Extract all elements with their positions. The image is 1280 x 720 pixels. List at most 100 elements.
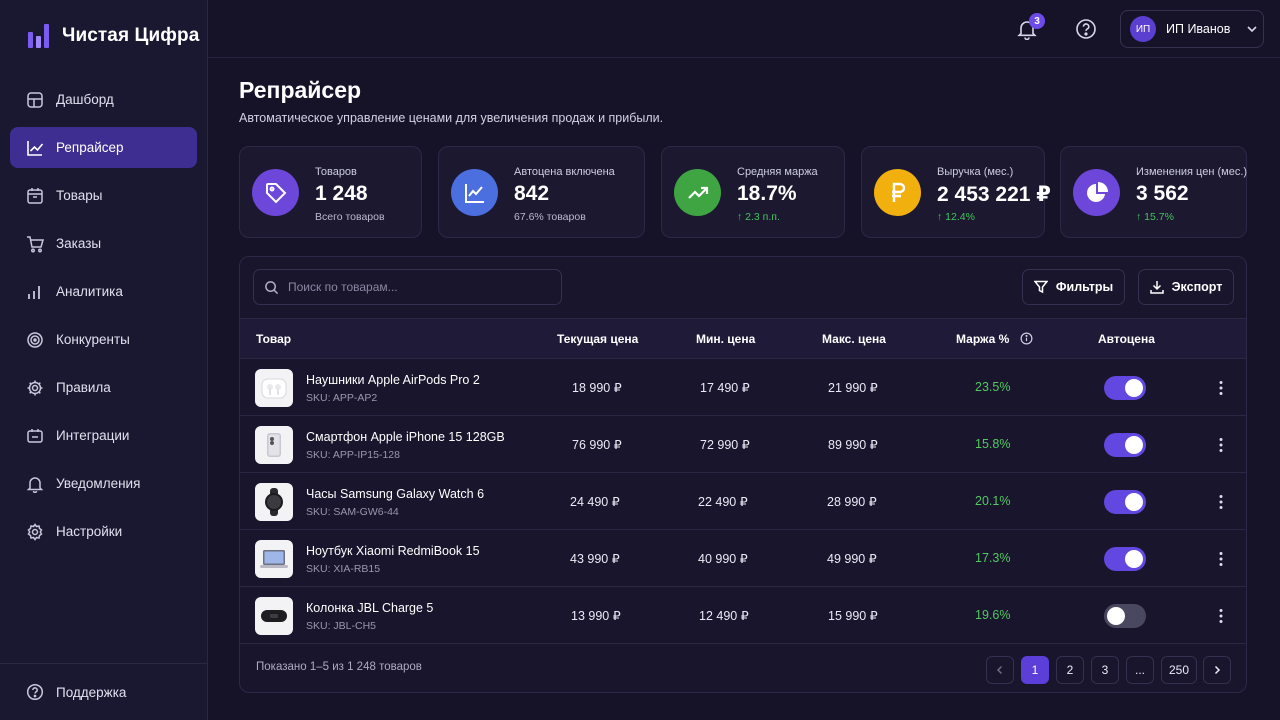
sidebar-item-analytics[interactable]: Аналитика xyxy=(10,271,197,312)
sidebar-item-dashboard[interactable]: Дашборд xyxy=(10,79,197,120)
download-icon xyxy=(1149,281,1164,294)
product-sku: SKU: XIA-RB15 xyxy=(306,563,381,575)
sidebar-item-products[interactable]: Товары xyxy=(10,175,197,216)
product-name[interactable]: Смартфон Apple iPhone 15 128GB xyxy=(306,430,505,444)
user-menu[interactable]: ИП ИП Иванов xyxy=(1120,10,1264,48)
current-price: 76 990 ₽ xyxy=(572,438,622,452)
stat-icon-circle xyxy=(674,169,721,216)
stat-label: Средняя маржа xyxy=(737,166,818,178)
app-logo[interactable]: Чистая Цифра xyxy=(28,24,199,48)
cart-icon xyxy=(27,235,44,252)
stat-change: 2.3 п.п. xyxy=(745,211,780,223)
toggle-knob xyxy=(1125,493,1143,511)
tag-icon xyxy=(265,182,286,203)
sidebar-item-repricer[interactable]: Репрайсер xyxy=(10,127,197,168)
page-button-3[interactable]: 3 xyxy=(1091,656,1119,684)
margin-value: 19.6% xyxy=(975,608,1011,622)
current-price: 43 990 ₽ xyxy=(570,552,620,566)
plug-icon xyxy=(27,428,43,443)
margin-value: 23.5% xyxy=(975,380,1011,394)
stat-card-products: Товаров 1 248 Всего товаров xyxy=(239,146,422,238)
autoprice-toggle[interactable] xyxy=(1104,433,1146,457)
sidebar-item-competitors[interactable]: Конкуренты xyxy=(10,319,197,360)
product-thumbnail xyxy=(255,369,293,407)
sidebar-item-settings[interactable]: Настройки xyxy=(10,511,197,552)
page-subtitle: Автоматическое управление ценами для уве… xyxy=(239,111,664,125)
more-vertical-icon[interactable] xyxy=(1212,379,1230,397)
stat-value: 3 562 xyxy=(1136,182,1189,205)
table-row[interactable]: Колонка JBL Charge 5 SKU: JBL-CH5 13 990… xyxy=(240,587,1246,644)
product-name[interactable]: Ноутбук Xiaomi RedmiBook 15 xyxy=(306,544,480,558)
product-name[interactable]: Часы Samsung Galaxy Watch 6 xyxy=(306,487,485,501)
export-label: Экспорт xyxy=(1171,280,1223,294)
chevron-right-icon xyxy=(1214,665,1221,675)
filters-button[interactable]: Фильтры xyxy=(1022,269,1125,305)
stat-card-revenue: Выручка (мес.) 2 453 221 ₽ ↑ 12.4% xyxy=(861,146,1051,238)
autoprice-toggle[interactable] xyxy=(1104,376,1146,400)
info-icon[interactable] xyxy=(1020,332,1033,345)
autoprice-toggle[interactable] xyxy=(1104,604,1146,628)
table-row[interactable]: Часы Samsung Galaxy Watch 6 SKU: SAM-GW6… xyxy=(240,473,1246,530)
page-button-1[interactable]: 1 xyxy=(1021,656,1049,684)
more-vertical-icon[interactable] xyxy=(1212,550,1230,568)
stat-value: 18.7% xyxy=(737,182,797,205)
min-price: 22 490 ₽ xyxy=(698,495,748,509)
sidebar-item-rules[interactable]: Правила xyxy=(10,367,197,408)
more-vertical-icon[interactable] xyxy=(1212,607,1230,625)
chart-line-icon xyxy=(27,140,44,156)
column-product[interactable]: Товар xyxy=(256,332,292,346)
filters-label: Фильтры xyxy=(1055,280,1114,294)
sidebar-nav: Дашборд Репрайсер Товары Заказы Аналитик… xyxy=(10,79,197,559)
page-ellipsis: ... xyxy=(1126,656,1154,684)
export-button[interactable]: Экспорт xyxy=(1138,269,1234,305)
stat-icon-circle xyxy=(252,169,299,216)
earbuds-image xyxy=(261,378,287,399)
help-circle-icon xyxy=(26,683,44,701)
app-name: Чистая Цифра xyxy=(62,25,200,46)
sidebar-item-label: Конкуренты xyxy=(56,332,130,347)
sidebar-item-orders[interactable]: Заказы xyxy=(10,223,197,264)
column-max-price[interactable]: Макс. цена xyxy=(822,332,886,346)
search-input[interactable] xyxy=(288,280,548,294)
column-autoprice[interactable]: Автоцена xyxy=(1098,332,1155,346)
speaker-image xyxy=(261,610,287,622)
next-page-button[interactable] xyxy=(1203,656,1231,684)
user-name: ИП Иванов xyxy=(1166,22,1231,36)
help-icon[interactable] xyxy=(1075,18,1097,40)
stat-icon-circle xyxy=(451,169,498,216)
min-price: 72 990 ₽ xyxy=(700,438,750,452)
table-row[interactable]: Смартфон Apple iPhone 15 128GB SKU: APP-… xyxy=(240,416,1246,473)
gear-icon xyxy=(27,380,43,395)
product-name[interactable]: Наушники Apple AirPods Pro 2 xyxy=(306,373,480,387)
page-button-last[interactable]: 250 xyxy=(1161,656,1197,684)
prev-page-button[interactable] xyxy=(986,656,1014,684)
support-link[interactable]: Поддержка xyxy=(0,663,207,720)
search-box[interactable] xyxy=(253,269,562,305)
stat-value: 1 248 xyxy=(315,182,368,205)
product-sku: SKU: JBL-CH5 xyxy=(306,620,377,632)
more-vertical-icon[interactable] xyxy=(1212,436,1230,454)
column-margin[interactable]: Маржа % xyxy=(956,332,1033,346)
laptop-image xyxy=(260,550,288,568)
sidebar: Чистая Цифра Дашборд Репрайсер Товары За… xyxy=(0,0,208,720)
trend-up-icon xyxy=(687,186,708,199)
column-min-price[interactable]: Мин. цена xyxy=(696,332,756,346)
chevron-down-icon xyxy=(1247,26,1257,33)
max-price: 89 990 ₽ xyxy=(828,438,878,452)
product-name[interactable]: Колонка JBL Charge 5 xyxy=(306,601,434,615)
more-vertical-icon[interactable] xyxy=(1212,493,1230,511)
sidebar-item-notifications[interactable]: Уведомления xyxy=(10,463,197,504)
autoprice-toggle[interactable] xyxy=(1104,547,1146,571)
column-current-price[interactable]: Текущая цена xyxy=(557,332,639,346)
dashboard-icon xyxy=(27,91,43,108)
table-row[interactable]: Наушники Apple AirPods Pro 2 SKU: APP-AP… xyxy=(240,359,1246,416)
arrow-up-icon: ↑ xyxy=(1136,211,1142,223)
autoprice-toggle[interactable] xyxy=(1104,490,1146,514)
page-button-2[interactable]: 2 xyxy=(1056,656,1084,684)
table-row[interactable]: Ноутбук Xiaomi RedmiBook 15 SKU: XIA-RB1… xyxy=(240,530,1246,587)
product-thumbnail xyxy=(255,426,293,464)
sidebar-item-integrations[interactable]: Интеграции xyxy=(10,415,197,456)
toggle-knob xyxy=(1125,379,1143,397)
margin-value: 15.8% xyxy=(975,437,1011,451)
max-price: 15 990 ₽ xyxy=(828,609,878,623)
